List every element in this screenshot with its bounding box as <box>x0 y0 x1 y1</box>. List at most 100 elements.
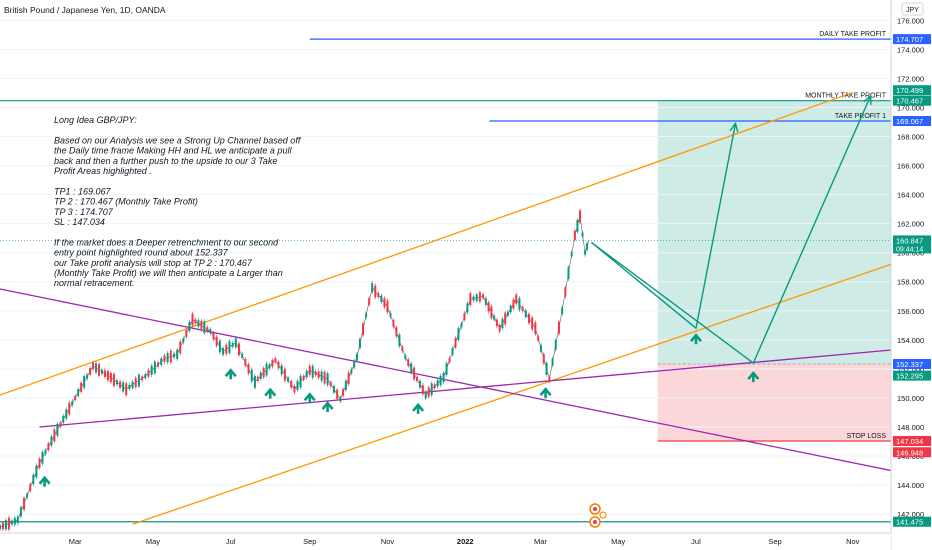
event-badge-dot <box>593 520 597 524</box>
candle-body <box>16 516 19 524</box>
candle-body <box>567 267 570 279</box>
event-badges[interactable] <box>589 503 607 528</box>
candle-body <box>209 329 212 334</box>
candle-body <box>277 361 280 369</box>
candle-body <box>265 363 268 376</box>
price-series[interactable] <box>0 208 590 532</box>
chart-title: British Pound / Japanese Yen, 1D, OANDA <box>4 5 166 15</box>
trend-line[interactable] <box>39 349 892 428</box>
analysis-line <box>54 125 57 135</box>
candle-body <box>439 375 442 386</box>
candle-body <box>424 391 427 399</box>
level-name: STOP LOSS <box>847 433 887 440</box>
analysis-line: SL : 147.034 <box>54 217 105 227</box>
candle-body <box>47 443 50 450</box>
candle-body <box>410 363 413 373</box>
price-tag-label: 152.295 <box>896 372 923 381</box>
candle-body <box>564 287 567 297</box>
candle-body <box>225 344 228 354</box>
candle-body <box>460 323 463 328</box>
price-tag[interactable] <box>893 34 931 45</box>
candle-body <box>293 385 296 393</box>
candle-body <box>44 450 47 455</box>
price-tag[interactable] <box>893 95 931 106</box>
y-tick-label: 142.000 <box>897 510 924 519</box>
candle-body <box>386 300 389 313</box>
price-tag[interactable] <box>893 516 931 527</box>
candle-body <box>68 402 71 415</box>
candle-body <box>32 474 35 485</box>
candle-body <box>427 387 430 397</box>
candle-body <box>383 298 386 308</box>
y-tick-label: 156.000 <box>897 307 924 316</box>
candle-body <box>521 306 524 311</box>
event-badge-icon[interactable] <box>599 511 607 519</box>
price-tag-label: 170.499 <box>896 86 923 95</box>
candle-body <box>416 376 419 381</box>
y-tick-label: 154.000 <box>897 336 924 345</box>
candle-body <box>576 219 579 232</box>
candle-body <box>472 296 475 301</box>
trend-line[interactable] <box>0 288 892 472</box>
price-tag-label: 170.467 <box>896 97 923 106</box>
price-tag[interactable] <box>893 447 931 458</box>
price-tag[interactable] <box>893 85 931 96</box>
candle-body <box>573 230 576 240</box>
horizontal-levels: DAILY TAKE PROFIT MONTHLY TAKE PROFIT TAKE… <box>0 31 891 523</box>
price-tag[interactable] <box>893 358 931 369</box>
candle-body <box>463 313 466 320</box>
candle-body <box>537 336 540 341</box>
candle-body <box>445 362 448 375</box>
candle-body <box>95 363 98 373</box>
candle-body <box>62 415 65 423</box>
candle-body <box>554 340 557 350</box>
price-tag[interactable] <box>893 436 931 447</box>
analysis-line: normal retracement. <box>54 278 135 288</box>
projection-path[interactable] <box>591 123 737 330</box>
candle-body <box>0 525 1 530</box>
price-tag[interactable] <box>893 370 931 381</box>
y-tick-label: 172.000 <box>897 74 924 83</box>
time-axis-panel[interactable] <box>0 533 891 550</box>
trend-line[interactable] <box>0 92 852 396</box>
candle-body <box>308 365 311 375</box>
candle-body <box>250 369 253 382</box>
candle-body <box>157 362 160 367</box>
candle-body <box>212 332 215 340</box>
candle-body <box>339 397 342 402</box>
currency-button[interactable] <box>901 2 924 16</box>
y-tick-label: 170.000 <box>897 103 924 112</box>
trend-line[interactable] <box>132 263 892 525</box>
analysis-note: Long Idea GBP/JPY: Based on our Analysis… <box>54 115 302 288</box>
up-arrow-icon <box>689 333 702 343</box>
candle-body <box>241 353 244 358</box>
analysis-line <box>54 227 57 237</box>
candle-body <box>122 382 125 392</box>
candle-body <box>570 252 573 257</box>
up-arrow-icon <box>412 402 425 412</box>
currency-label[interactable]: JPY <box>906 7 919 14</box>
x-tick-label: 2022 <box>457 537 474 546</box>
x-tick-label: Mar <box>69 537 82 546</box>
profit-zone[interactable] <box>657 100 891 364</box>
price-tag[interactable] <box>893 235 931 254</box>
candle-body <box>457 328 460 340</box>
candle-body <box>4 520 7 530</box>
candle-body <box>23 497 26 510</box>
candle-body <box>268 364 271 369</box>
price-tag[interactable] <box>893 116 931 127</box>
y-tick-label: 162.000 <box>897 220 924 229</box>
candle-body <box>509 305 512 313</box>
y-tick-label: 144.000 <box>897 481 924 490</box>
candle-body <box>144 374 147 379</box>
projection-path[interactable] <box>591 95 872 365</box>
candle-body <box>466 303 469 313</box>
candle-body <box>134 378 137 388</box>
candle-body <box>119 381 122 388</box>
candle-body <box>172 353 175 358</box>
candle-body <box>185 330 188 337</box>
loss-zone[interactable] <box>657 363 891 442</box>
candle-body <box>147 369 150 377</box>
candle-body <box>515 294 518 304</box>
x-tick-label: Nov <box>846 537 860 546</box>
